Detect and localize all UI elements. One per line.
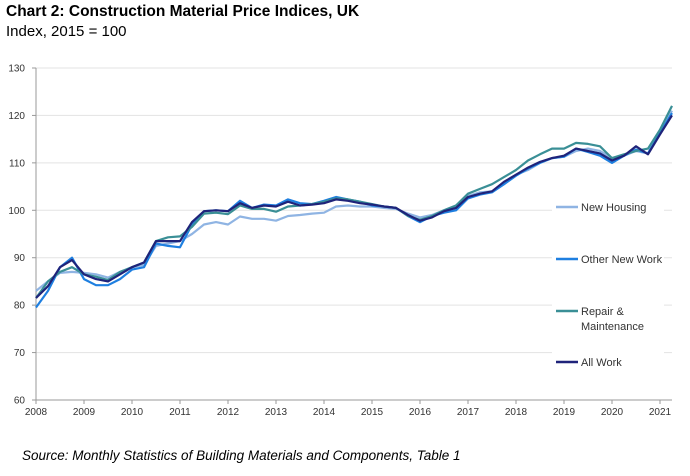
x-tick-label: 2017 xyxy=(457,407,480,418)
x-tick-label: 2016 xyxy=(409,407,432,418)
legend-box xyxy=(552,190,664,380)
x-tick-label: 2013 xyxy=(265,407,288,418)
x-tick-label: 2014 xyxy=(313,407,336,418)
x-tick-label: 2008 xyxy=(25,407,48,418)
x-tick-label: 2010 xyxy=(121,407,144,418)
x-tick-label: 2011 xyxy=(169,407,191,418)
y-tick-label: 60 xyxy=(14,396,26,407)
x-tick-label: 2021 xyxy=(649,407,672,418)
x-tick-label: 2012 xyxy=(217,407,240,418)
y-tick-label: 80 xyxy=(14,301,26,312)
y-tick-label: 70 xyxy=(14,348,26,359)
source-note: Source: Monthly Statistics of Building M… xyxy=(22,448,461,463)
chart-title: Chart 2: Construction Material Price Ind… xyxy=(6,3,360,20)
legend-label: Other New Work xyxy=(581,254,663,266)
x-tick-label: 2020 xyxy=(601,407,624,418)
x-tick-label: 2018 xyxy=(505,407,528,418)
x-tick-label: 2009 xyxy=(73,407,96,418)
y-tick-label: 110 xyxy=(9,158,25,169)
y-tick-label: 130 xyxy=(8,64,25,75)
legend-label: New Housing xyxy=(581,202,646,214)
legend-label: Repair & xyxy=(581,306,624,318)
chart-subtitle: Index, 2015 = 100 xyxy=(6,23,127,40)
x-tick-label: 2015 xyxy=(361,407,384,418)
y-tick-label: 90 xyxy=(14,253,26,264)
y-tick-label: 120 xyxy=(8,111,25,122)
legend-label: All Work xyxy=(581,357,622,369)
legend-label: Maintenance xyxy=(581,321,644,333)
y-tick-label: 100 xyxy=(8,206,25,217)
series-line-all-work xyxy=(35,114,673,299)
x-tick-label: 2019 xyxy=(553,407,576,418)
